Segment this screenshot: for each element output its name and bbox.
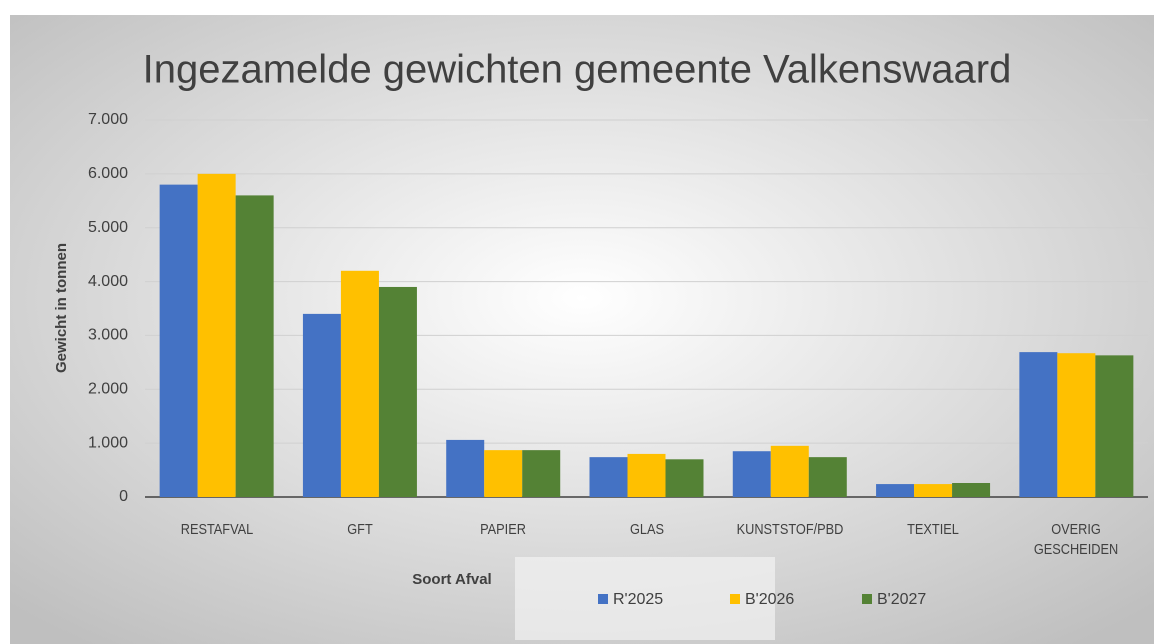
bar [665,459,704,497]
x-tick-label: KUNSTSTOF/PBD [736,521,844,538]
y-tick-label: 3.000 [88,327,128,344]
y-tick-label: 1.000 [88,434,128,451]
x-tick-label: RESTAFVAL [180,521,253,538]
bar [302,313,341,497]
y-tick-label: 4.000 [88,273,128,290]
x-axis-title: Soort Afval [412,571,491,588]
bar [1095,355,1134,497]
bar [446,439,485,497]
bar [732,451,771,497]
x-tick-label: GLAS [629,521,664,538]
bar [235,195,274,497]
legend-swatch [730,594,740,604]
bar [952,482,991,497]
bar [808,457,847,497]
bar [589,457,628,497]
legend-label: R'2025 [613,591,663,608]
legend-swatch [598,594,608,604]
bar [340,270,379,497]
y-tick-label: 7.000 [88,111,128,128]
bar [378,286,417,497]
bar [159,184,198,497]
bar [914,484,953,497]
bar [770,445,809,497]
bar [1057,353,1096,497]
x-tick-label: PAPIER [480,521,527,538]
bar [522,450,561,497]
legend-label: B'2026 [745,591,794,608]
y-tick-label: 5.000 [88,219,128,236]
legend-swatch [862,594,872,604]
y-tick-label: 0 [119,488,128,505]
bar [1019,352,1058,497]
chart-title: Ingezamelde gewichten gemeente Valkenswa… [143,48,1012,92]
y-axis-title: Gewicht in tonnen [53,243,70,373]
x-tick-label: TEXTIEL [907,521,959,538]
bar [876,484,915,497]
x-tick-label: OVERIG GESCHEIDEN [1034,521,1119,558]
y-tick-label: 2.000 [88,381,128,398]
legend-label: B'2027 [877,591,926,608]
bar [484,450,523,497]
bar [197,173,236,497]
x-tick-label: GFT [347,521,373,538]
y-tick-label: 6.000 [88,165,128,182]
bar [627,453,666,497]
